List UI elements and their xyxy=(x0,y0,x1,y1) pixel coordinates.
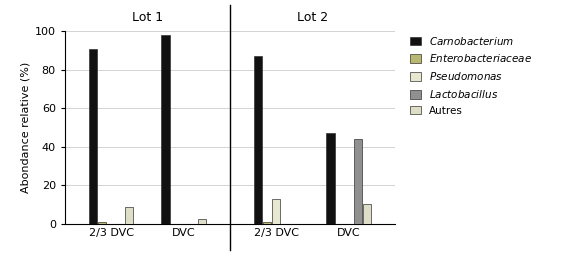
Bar xyxy=(354,139,362,224)
Bar xyxy=(272,199,280,224)
Bar xyxy=(263,222,271,224)
Y-axis label: Abondance relative (%): Abondance relative (%) xyxy=(21,62,30,193)
Bar xyxy=(98,222,106,224)
Bar xyxy=(327,133,334,224)
Bar xyxy=(197,219,206,224)
Bar xyxy=(125,207,133,224)
Bar xyxy=(363,204,371,224)
Bar xyxy=(254,56,262,224)
Text: Lot 1: Lot 1 xyxy=(132,10,163,23)
Bar xyxy=(89,49,97,224)
Bar xyxy=(161,35,170,224)
Legend: $\it{Carnobacterium}$, $\it{Enterobacteriaceae}$, $\it{Pseudomonas}$, $\it{Lacto: $\it{Carnobacterium}$, $\it{Enterobacter… xyxy=(408,32,534,118)
Text: Lot 2: Lot 2 xyxy=(297,10,328,23)
